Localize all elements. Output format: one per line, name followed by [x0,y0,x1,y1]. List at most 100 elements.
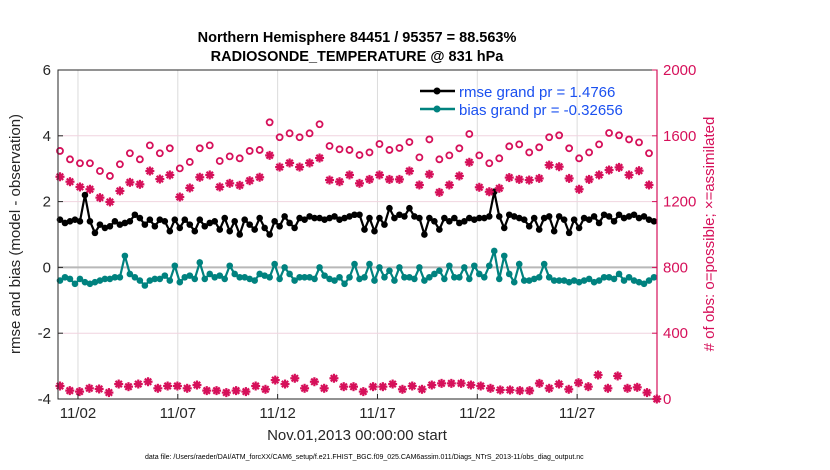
assimilated-obs-marker [604,165,614,175]
assimilated-obs-marker [632,382,642,392]
possible-obs-marker [225,152,234,161]
assimilated-obs-marker [285,158,295,168]
bias-point [241,273,248,281]
assimilated-obs-marker [593,370,603,380]
rmse-point [66,218,74,225]
possible-obs-marker [305,129,314,138]
possible-obs-marker [165,144,174,153]
bias-point [635,278,643,286]
bias-point [630,277,638,284]
bias-point [296,273,303,281]
possible-obs-marker [555,131,564,140]
assimilated-obs-marker [374,170,384,180]
rmse-point [271,218,278,225]
rmse-point [106,222,114,230]
bias-point [535,273,543,281]
bias-point [565,278,573,286]
bias-point [391,277,398,284]
rmse-point [81,191,89,199]
rmse-point [291,224,298,232]
rmse-point [226,227,234,235]
rmse-point [231,218,239,225]
assimilated-obs-marker [315,153,325,163]
bias-point [480,273,488,281]
assimilated-obs-marker [329,373,339,383]
rmse-point [505,211,513,219]
possible-obs-marker [645,149,653,158]
rmse-point [421,231,428,238]
y-tick-label: -2 [38,325,51,342]
rmse-point [560,216,568,223]
assimilated-obs-marker [424,169,434,179]
rmse-point [306,213,313,220]
possible-obs-marker [435,155,444,164]
possible-obs-marker [86,159,94,168]
possible-obs-marker [545,133,554,142]
bias-point [346,273,353,281]
possible-obs-marker [255,146,264,154]
assimilated-obs-marker [414,180,424,190]
bias-point [451,273,458,281]
rmse-point [535,226,543,233]
bias-point [575,278,583,286]
rmse-point [525,222,533,230]
bias-point [271,260,278,268]
rmse-point [565,229,573,237]
assimilated-obs-marker [245,176,255,186]
bias-point [281,264,288,271]
assimilated-obs-marker [466,380,476,390]
rmse-point [475,214,483,222]
rmse-point [640,213,648,220]
rmse-point [371,227,378,235]
assimilated-obs-marker [55,172,65,182]
rmse-point [296,214,303,222]
rmse-point [595,219,603,227]
legend: rmse grand pr = 1.4766 bias grand pr = -… [420,84,623,119]
assimilated-obs-marker [544,383,554,393]
bias-point [605,273,613,281]
rmse-point [466,214,473,222]
bias-point [600,273,608,281]
bias-point [236,273,243,281]
rmse-point [221,214,229,222]
assimilated-obs-marker [251,381,261,391]
y-right-tick-label: 800 [663,259,688,276]
assimilated-obs-marker [270,375,280,385]
assimilated-obs-marker [265,150,275,160]
x-tick-label: 11/17 [359,405,395,422]
bias-point [351,260,358,268]
bias-point [266,273,273,281]
possible-obs-marker [455,144,464,153]
bias-point [625,273,633,281]
bias-point [136,277,144,284]
bias-point [166,277,174,284]
bias-point [555,277,563,284]
bias-point [256,270,263,278]
rmse-point [635,214,643,222]
bias-point [101,275,109,283]
rmse-point [471,216,478,223]
rmse-point [570,216,578,223]
bias-point [341,280,348,288]
assimilated-obs-marker [525,386,535,396]
bias-point [291,277,298,284]
assimilated-obs-marker [446,378,456,388]
rmse-point [71,216,79,223]
assimilated-obs-marker [185,183,195,193]
assimilated-obs-marker [235,180,245,190]
bias-point [446,262,453,270]
y-tick-label: 4 [43,128,51,145]
bias-point [495,275,503,283]
assimilated-obs-marker [454,171,464,181]
rmse-point [156,216,164,223]
bias-point [421,277,428,284]
rmse-point [346,213,353,220]
assimilated-obs-marker [574,378,584,388]
bias-point [61,273,69,281]
possible-obs-marker [395,144,404,152]
assimilated-obs-marker [624,170,634,180]
assimilated-obs-marker [115,186,125,196]
rmse-point [580,214,588,222]
assimilated-obs-marker [241,387,251,397]
assimilated-obs-marker [295,162,305,172]
